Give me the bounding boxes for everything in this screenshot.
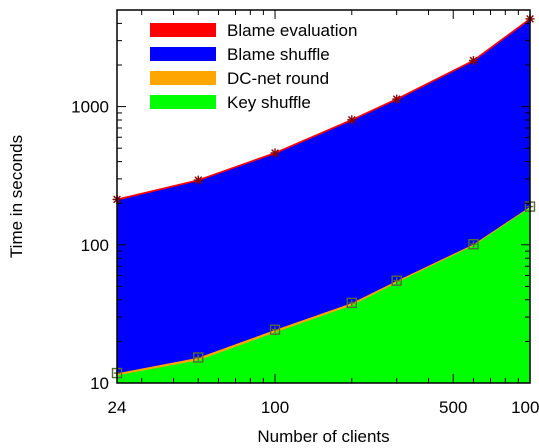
data-point-dc-net-round	[391, 275, 402, 286]
data-point-dc-net-round	[269, 324, 281, 335]
data-point-dc-net-round	[468, 239, 479, 250]
data-point-blame-evaluation	[193, 175, 203, 185]
legend-label: Key shuffle	[227, 93, 311, 112]
legend-item-blame-shuffle: Blame shuffle	[150, 45, 330, 64]
y-tick-label: 100	[81, 236, 109, 255]
data-point-dc-net-round	[193, 352, 204, 363]
legend-item-key-shuffle: Key shuffle	[150, 93, 311, 112]
data-point-blame-evaluation	[392, 94, 402, 104]
legend-label: Blame shuffle	[227, 45, 330, 64]
data-point-blame-evaluation	[270, 148, 280, 158]
legend-swatch	[150, 95, 216, 109]
data-point-blame-evaluation	[347, 115, 357, 125]
axis-tick-labels: 10 100 1000 24 100 500 1000	[71, 98, 539, 417]
legend-swatch	[150, 71, 216, 85]
legend-swatch	[150, 47, 216, 61]
x-tick-label: 500	[439, 398, 467, 417]
y-axis-label: Time in seconds	[7, 135, 26, 258]
legend-label: Blame evaluation	[227, 21, 357, 40]
x-tick-label: 100	[261, 398, 289, 417]
chart-markers	[111, 14, 536, 379]
y-tick-label: 1000	[71, 98, 109, 117]
data-point-blame-evaluation	[468, 56, 478, 66]
plot-frame	[116, 9, 531, 384]
x-axis-label: Number of clients	[257, 427, 389, 446]
y-tick-label: 10	[90, 374, 109, 393]
x-tick-label: 24	[108, 398, 127, 417]
legend: Blame evaluation Blame shuffle DC-net roun…	[150, 21, 357, 112]
x-tick-label: 1000	[511, 398, 539, 417]
legend-swatch	[150, 23, 216, 37]
data-point-dc-net-round	[346, 297, 357, 309]
legend-item-dc-net-round: DC-net round	[150, 69, 329, 88]
legend-item-blame-evaluation: Blame evaluation	[150, 21, 357, 40]
axis-ticks	[117, 9, 531, 384]
legend-label: DC-net round	[227, 69, 329, 88]
